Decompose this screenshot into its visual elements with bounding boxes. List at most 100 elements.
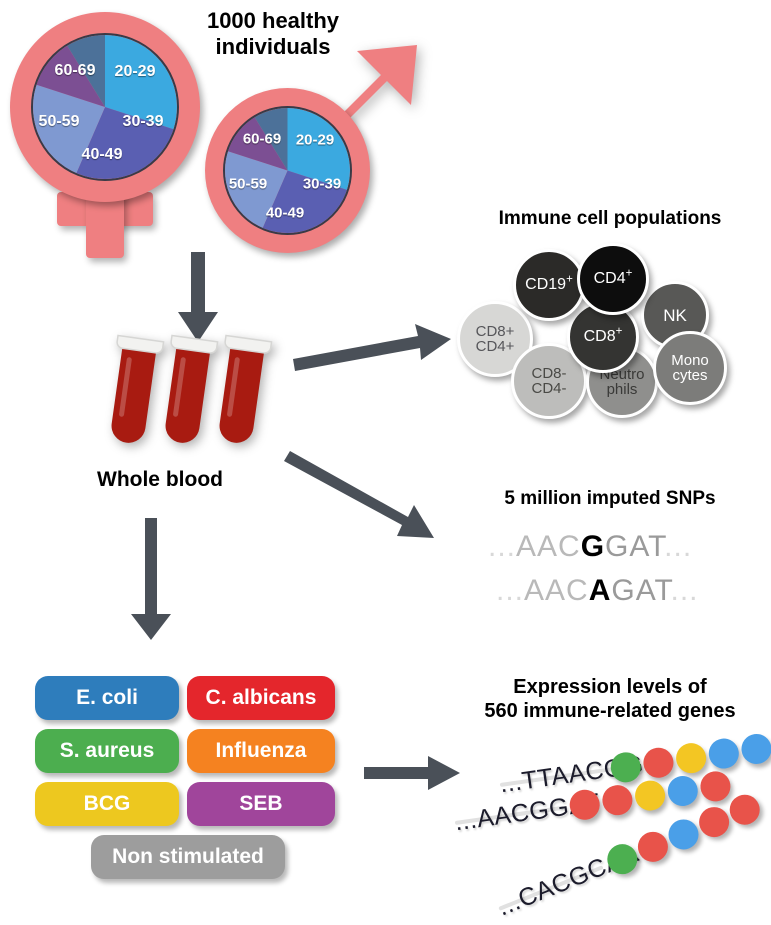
pie-slice-60-69 [62, 35, 105, 107]
immune-cell-cd4plus: CD4+ [577, 243, 649, 315]
snp-bases-before: AAC [524, 574, 589, 607]
whole-blood-label: Whole blood [97, 468, 223, 491]
pie-slice-50-59 [228, 111, 288, 171]
female-age-pie-chart [31, 33, 179, 181]
arrow-blood-to-stimuli [131, 518, 171, 642]
stimulus-label: Influenza [215, 739, 307, 762]
female-pie-label-20-29: 20-29 [114, 63, 156, 80]
blood-collection-tubes [98, 330, 288, 460]
snp-variant-allele: G [580, 530, 606, 563]
male-pie-label-30-39: 30-39 [302, 175, 342, 193]
stimulus-label: BCG [83, 792, 131, 815]
blood-tube-1 [111, 334, 165, 443]
stimulus-seb[interactable]: SEB [187, 782, 335, 826]
blood-tube-2 [165, 334, 219, 443]
pie-slice-30-39 [75, 107, 174, 179]
immune-cell-label: CD8- CD4- [531, 365, 567, 397]
male-pie-slices [225, 108, 350, 233]
stimulus-label: Non stimulated [112, 845, 264, 868]
snp-prefix: ... [496, 574, 525, 607]
male-gender-symbol: 20-29 30-39 40-49 50-59 60-69 [205, 45, 425, 268]
male-pie-svg [225, 108, 350, 233]
arrow-down-right-svg [284, 451, 434, 538]
arrow-right-svg [364, 756, 460, 790]
immune-cell-cluster: CD8+ CD4+ CD8- CD4- Neutro phils Mono cy… [455, 243, 755, 428]
stimulus-c-albicans[interactable]: C. albicans [187, 676, 335, 720]
arrow-up-right-svg [293, 324, 451, 371]
arrow-blood-to-snps [284, 448, 448, 540]
immune-cell-cd19plus: CD19+ [513, 249, 585, 321]
cohort-title: 1000 healthy individuals [206, 8, 340, 59]
snp-sequence-block: ...AACGGAT... ...AACAGAT... [488, 530, 748, 620]
female-gender-symbol: 20-29 30-39 40-49 50-59 60-69 [10, 12, 210, 258]
strand-bead [633, 778, 668, 813]
female-pie-label-30-39: 30-39 [122, 113, 164, 130]
stimulus-s-aureus[interactable]: S. aureus [35, 729, 179, 773]
snp-suffix: ... [664, 530, 693, 563]
male-age-pie-chart [223, 106, 352, 235]
immune-cell-label: NK [663, 305, 687, 325]
immune-cell-label: CD8+ CD4+ [475, 323, 515, 355]
pie-slice-50-59 [36, 38, 105, 107]
arrow-path [284, 451, 434, 538]
male-pie-label-20-29: 20-29 [295, 131, 335, 149]
stimuli-panel: E. coli C. albicans S. aureus Influenza … [35, 676, 335, 896]
strand-bead [694, 802, 734, 842]
pie-slice-20-29 [105, 35, 177, 130]
snp-suffix: ... [670, 574, 699, 607]
strand-bead [725, 790, 765, 830]
arrow-path [364, 756, 460, 790]
gene-expression-strands: ...TTAACGG ...AACGGAT ...CACGCAA [453, 732, 771, 922]
male-symbol-arrow [309, 33, 434, 158]
snp-prefix: ... [488, 530, 517, 563]
blood-tube-3 [219, 334, 273, 443]
pie-slice-30-39 [261, 170, 347, 233]
male-arrow-path [331, 45, 417, 131]
snp-bases-before: AAC [516, 530, 581, 563]
snp-bases-after: GAT [605, 530, 665, 563]
arrow-down-svg [178, 252, 218, 342]
arrow-stimuli-to-expression [364, 756, 460, 790]
female-pie-svg [33, 35, 177, 179]
pie-slice-60-69 [250, 108, 288, 171]
pie-slice-20-29 [287, 108, 350, 190]
male-arrow-svg [331, 45, 417, 131]
stimulus-label: S. aureus [59, 739, 155, 762]
snp-variant-allele: A [588, 574, 612, 607]
pie-slice-40-49 [33, 84, 105, 176]
male-pie-label-60-69: 60-69 [242, 130, 282, 148]
female-pie-label-40-49: 40-49 [81, 146, 123, 163]
arrow-blood-to-immune [293, 322, 453, 371]
immune-populations-title: Immune cell populations [498, 208, 722, 229]
pie-slice-40-49 [225, 151, 288, 230]
expression-title: Expression levels of 560 immune-related … [484, 676, 736, 722]
immune-cell-label: CD4+ [593, 267, 633, 287]
snps-title: 5 million imputed SNPs [504, 488, 716, 509]
arrow-cohort-to-blood [178, 252, 218, 344]
stimulus-bcg[interactable]: BCG [35, 782, 179, 826]
immune-cell-label: Mono cytes [671, 352, 709, 384]
strand-bead [600, 783, 635, 818]
female-pie-label-50-59: 50-59 [38, 113, 80, 130]
strand-bead [665, 774, 700, 808]
stimulus-label: E. coli [76, 686, 138, 709]
strand-bead [663, 814, 704, 854]
stimulus-non-stimulated[interactable]: Non stimulated [91, 835, 285, 879]
arrow-path [178, 252, 218, 342]
snp-sequence-row-2: ...AACAGAT... [496, 574, 699, 608]
immune-cell-label: CD8+ [583, 325, 623, 345]
stimulus-label: C. albicans [205, 686, 317, 709]
stimulus-e-coli[interactable]: E. coli [35, 676, 179, 720]
snp-sequence-row-1: ...AACGGAT... [488, 530, 692, 564]
female-pie-label-60-69: 60-69 [54, 62, 96, 79]
male-pie-label-40-49: 40-49 [265, 204, 305, 222]
snp-bases-after: GAT [611, 574, 671, 607]
immune-cell-label: CD19+ [525, 273, 573, 293]
stimulus-label: SEB [239, 792, 283, 815]
strand-bead [739, 732, 771, 766]
stimulus-influenza[interactable]: Influenza [187, 729, 335, 773]
male-pie-label-50-59: 50-59 [228, 175, 268, 193]
arrow-path [131, 518, 171, 640]
female-pie-slices [33, 35, 177, 179]
immune-cell-monocytes: Mono cytes [653, 331, 727, 405]
